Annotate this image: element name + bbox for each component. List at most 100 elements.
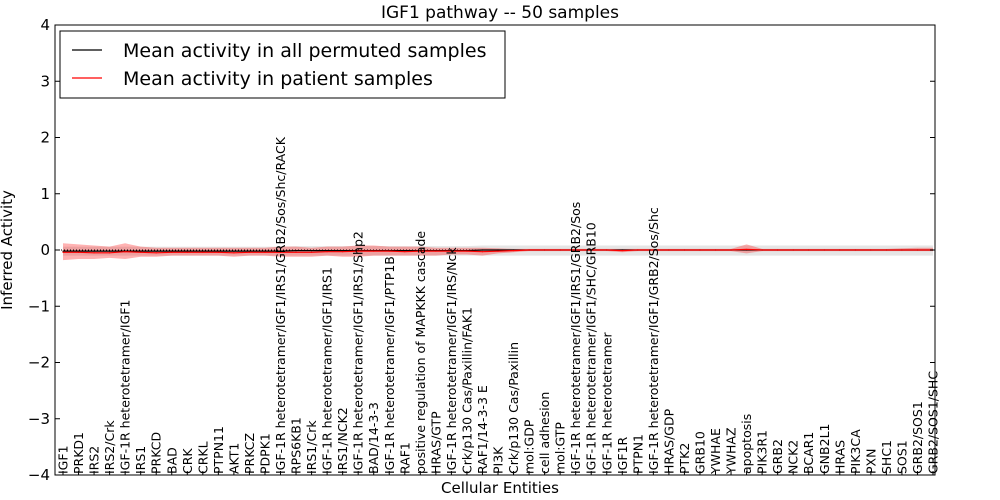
x-tick-label: BAD/14-3-3 [366,402,381,474]
data-point-patient [202,251,204,253]
data-point-patient [916,249,919,251]
x-tick-label: YWHAE [708,428,723,475]
data-point-patient [808,249,810,251]
x-tick-label: IGF-1R heterotetramer/IGF1/PTP1B [382,256,397,474]
data-point-patient [730,249,732,251]
y-tick-label: −1 [28,297,50,315]
data-point-permuted [481,249,484,251]
x-tick-label: IGF-1R heterotetramer/IGF1/GRB2/Sos/Shc [646,207,661,474]
x-tick-label: GRB2 [770,439,785,474]
data-point-patient [109,252,111,254]
data-point-patient [404,251,406,253]
data-point-patient [854,249,856,251]
x-tick-label: GRB10 [693,431,708,474]
x-tick-label: YWHAZ [724,427,739,475]
x-tick-label: IGF1 [56,445,71,474]
x-axis-tick-labels: IGF1 PRKD1 IRS2 IRS2/Crk IGF-1R heterotetram… [56,136,941,475]
data-point-patient [885,249,887,251]
data-point-permuted [404,249,406,252]
x-tick-label: PRKCD [149,432,164,474]
x-tick-label: GRB2/SOS1/SHC [926,371,941,474]
legend-box [59,30,506,99]
x-tick-label: RAF1/14-3-3 E [475,385,490,474]
data-point-permuted [497,249,499,251]
x-tick-label: GNB2L1 [817,424,832,474]
x-tick-label: IRS2/Crk [102,420,117,474]
data-point-permuted [248,250,251,252]
data-point-permuted [326,249,328,252]
x-tick-label: CRKL [195,441,210,474]
x-tick-label: IRS1 [133,446,148,474]
x-tick-label: SOS1 [894,440,909,474]
x-tick-label: HRAS/GTP [428,411,443,474]
x-tick-label: PIK3R1 [755,430,770,474]
x-tick-label: positive regulation of MAPKKK cascade [413,231,428,474]
y-axis-ticks: −4 −3 −2 −1 0 1 2 3 4 [28,16,935,484]
data-point-patient [217,251,219,253]
data-point-patient [528,249,530,251]
x-tick-label: HRAS [832,440,847,474]
data-point-patient [233,252,235,254]
data-point-patient [124,251,126,253]
data-point-patient [652,249,654,251]
data-point-permuted [233,250,235,252]
data-point-patient [481,251,484,253]
x-tick-label: IGF-1R heterotetramer [599,331,614,474]
x-tick-label: IRS2 [87,446,102,474]
x-tick-label: PDPK1 [258,433,273,474]
chart-title: IGF1 pathway -- 50 samples [381,3,619,23]
x-tick-label: IGF-1R heterotetramer/IGF1 [118,300,133,474]
y-tick-label: 1 [40,185,50,203]
x-tick-label: PI3K [491,446,506,474]
data-point-patient [373,250,375,252]
data-point-permuted [140,250,142,252]
data-point-patient [512,249,515,252]
data-point-patient [745,248,748,251]
data-point-permuted [155,250,157,252]
x-tick-label: PXN [863,449,878,474]
x-tick-label: IGF-1R heterotetramer/IGF1/IRS1/GRB2/Sos [568,202,583,474]
x-tick-label: Crk/p130 Cas/Paxillin [506,342,521,474]
data-point-patient [901,249,903,251]
x-tick-label: PTPN1 [630,434,645,474]
data-point-patient [357,250,359,252]
x-tick-label: Crk/p130 Cas/Paxillin/FAK1 [459,307,474,474]
x-tick-label: IGF-1R heterotetramer/IGF1/IRS/Nck [444,247,459,474]
data-point-patient [295,251,297,253]
x-tick-label: mol:GTP [553,422,568,474]
data-point-patient [699,249,701,251]
data-point-patient [279,251,282,253]
y-tick-label: 3 [40,72,50,90]
x-tick-label: IGF-1R heterotetramer/IGF1/IRS1/GRB2/Sos… [273,136,288,474]
data-point-permuted [62,250,64,252]
x-tick-label: HRAS/GDP [661,408,676,474]
data-point-patient [637,249,639,251]
data-point-permuted [295,249,297,252]
plot-area-frame [54,24,936,476]
data-point-permuted [279,250,282,252]
x-tick-label: BCAR1 [801,432,816,474]
legend-label-patient: Mean activity in patient samples [123,68,433,90]
data-point-patient [559,249,561,251]
data-point-patient [264,251,266,253]
x-tick-label: IGF-1R heterotetramer/IGF1/IRS1 [320,267,335,474]
data-point-permuted [342,249,344,252]
data-point-patient [435,250,437,252]
x-tick-label: BAD [164,447,179,474]
data-point-patient [419,250,421,252]
x-tick-label: PTK2 [677,443,692,474]
data-point-patient [388,250,390,252]
data-point-patient [140,251,142,253]
data-point-permuted [310,249,313,252]
x-tick-label: PRKD1 [71,432,86,474]
data-point-permuted [109,250,111,252]
data-point-permuted [217,250,219,252]
x-tick-label: CRK [180,448,195,474]
data-point-patient [310,251,313,253]
x-axis-label: Cellular Entities [441,479,559,497]
x-tick-label: PRKCZ [242,433,257,474]
data-point-patient [714,249,717,251]
x-tick-label: SHC1 [879,440,894,474]
x-tick-label: IGF1R [615,436,630,474]
